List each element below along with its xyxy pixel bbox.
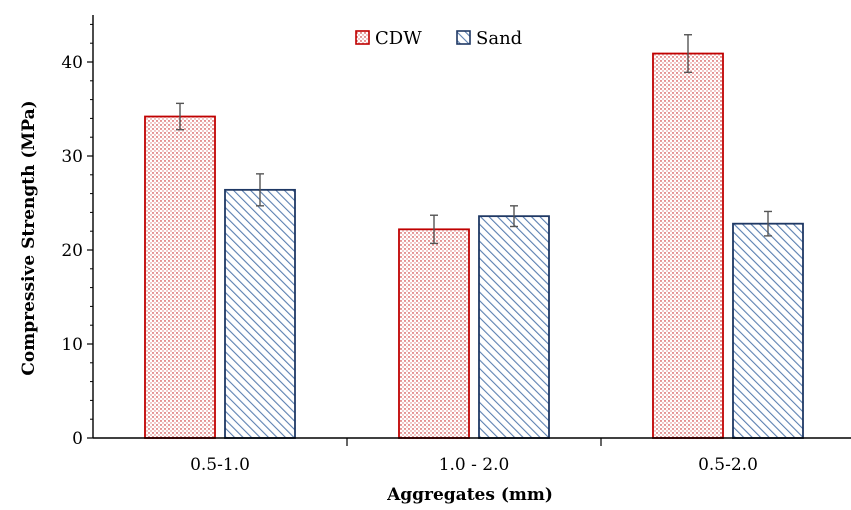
bars-layer — [144, 52, 804, 439]
y-tick-label: 20 — [61, 241, 83, 261]
error-bars-layer — [176, 34, 772, 245]
bar-sand-3 — [732, 222, 804, 439]
legend: CDW Sand — [355, 28, 522, 49]
legend-label-sand: Sand — [476, 28, 522, 49]
bar-cdw-3 — [652, 52, 724, 439]
error-bar-sand-1 — [256, 173, 264, 207]
x-tick-label: 0.5-1.0 — [190, 455, 250, 475]
legend-label-cdw: CDW — [375, 28, 422, 49]
y-tick-label: 40 — [61, 53, 83, 73]
error-bar-cdw-2 — [430, 214, 438, 245]
bar-cdw-2 — [398, 228, 470, 439]
x-tick-label: 1.0 - 2.0 — [439, 455, 510, 475]
y-axis-title: Compressive Strength (MPa) — [19, 100, 39, 375]
y-tick-label: 10 — [61, 335, 83, 355]
error-bar-sand-3 — [764, 210, 772, 237]
error-bar-sand-2 — [510, 205, 518, 228]
error-bar-cdw-3 — [684, 34, 692, 74]
y-tick-label: 0 — [72, 429, 83, 449]
bar-sand-2 — [478, 215, 550, 439]
legend-swatch-sand — [456, 30, 471, 45]
bar-cdw-1 — [144, 115, 216, 439]
bar-sand-1 — [224, 188, 296, 439]
x-axis-title: Aggregates (mm) — [386, 485, 553, 505]
error-bar-cdw-1 — [176, 102, 184, 131]
y-tick-label: 30 — [61, 147, 83, 167]
x-tick-label: 0.5-2.0 — [698, 455, 758, 475]
legend-swatch-cdw — [355, 30, 370, 45]
axes-layer: 0.5-1.0 1.0 - 2.0 0.5-2.0 0 10 20 30 40 — [61, 15, 851, 475]
